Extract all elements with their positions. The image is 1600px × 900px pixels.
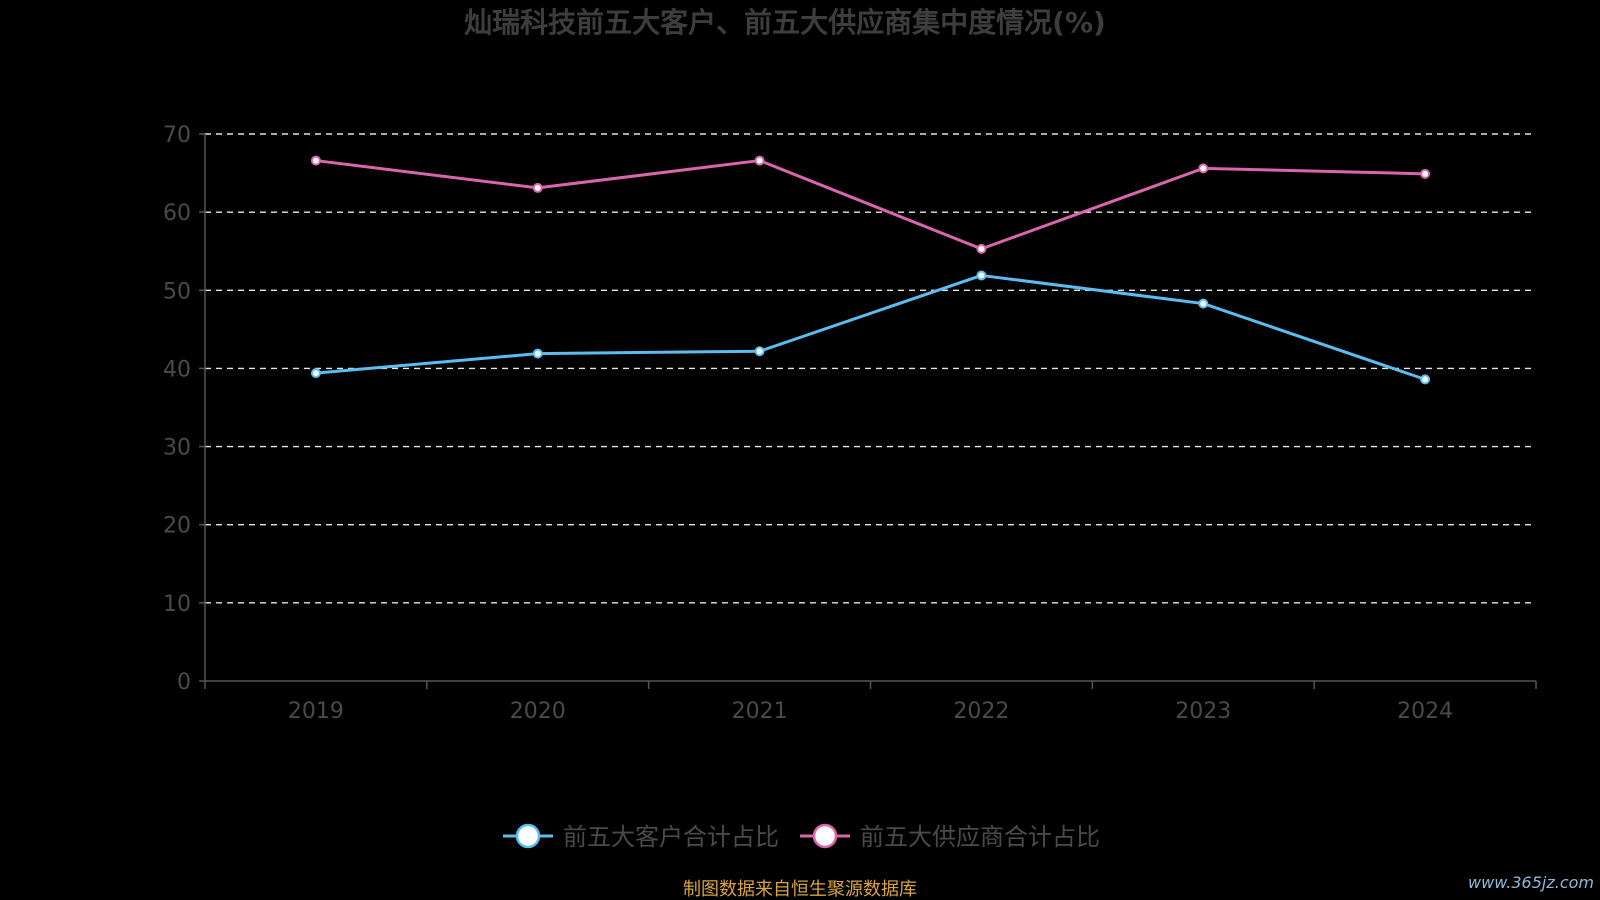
legend-item-0[interactable]: 前五大客户合计占比 [503, 823, 779, 851]
y-tick-label: 10 [163, 592, 191, 617]
x-tick-label: 2021 [732, 699, 788, 724]
chart-title: 灿瑞科技前五大客户、前五大供应商集中度情况(%) [464, 6, 1106, 39]
x-tick-label: 2024 [1397, 699, 1453, 724]
legend-marker [812, 823, 838, 849]
data-point[interactable] [1198, 298, 1209, 309]
y-tick-labels: 0 10 20 30 40 50 60 70 [163, 123, 191, 695]
data-point[interactable] [976, 243, 987, 254]
y-tick-label: 50 [163, 279, 191, 304]
axes [199, 133, 1537, 689]
legend-label: 前五大客户合计占比 [563, 823, 779, 851]
series-line [315, 159, 1426, 251]
data-point[interactable] [976, 270, 987, 281]
series-group [310, 155, 1431, 385]
series-0 [310, 270, 1431, 385]
x-tick-label: 2019 [288, 699, 344, 724]
source-note: 制图数据来自恒生聚源数据库 [683, 879, 917, 900]
legend-item-1[interactable]: 前五大供应商合计占比 [800, 823, 1100, 851]
legend[interactable]: 前五大客户合计占比 前五大供应商合计占比 [503, 823, 1100, 851]
grid-lines [205, 133, 1536, 604]
data-point[interactable] [1420, 374, 1431, 385]
y-tick-label: 0 [177, 670, 191, 695]
y-tick-label: 40 [163, 357, 191, 382]
x-tick-label: 2023 [1175, 699, 1231, 724]
watermark: www.365jz.com [1468, 873, 1594, 892]
legend-label: 前五大供应商合计占比 [860, 823, 1100, 851]
y-tick-label: 30 [163, 436, 191, 461]
y-tick-label: 70 [163, 123, 191, 148]
series-line [315, 273, 1426, 381]
x-tick-label: 2020 [510, 699, 566, 724]
legend-marker [515, 823, 541, 849]
y-tick-label: 20 [163, 514, 191, 539]
data-point[interactable] [532, 348, 543, 359]
x-tick-label: 2022 [953, 699, 1009, 724]
data-point[interactable] [754, 346, 765, 357]
x-tick-labels: 2019 2020 2021 2022 2023 2024 [288, 699, 1453, 724]
data-point[interactable] [310, 368, 321, 379]
data-point[interactable] [754, 155, 765, 166]
data-point[interactable] [532, 182, 543, 193]
data-point[interactable] [1198, 163, 1209, 174]
data-point[interactable] [310, 155, 321, 166]
data-point[interactable] [1420, 168, 1431, 179]
series-1 [310, 155, 1431, 254]
y-tick-label: 60 [163, 201, 191, 226]
